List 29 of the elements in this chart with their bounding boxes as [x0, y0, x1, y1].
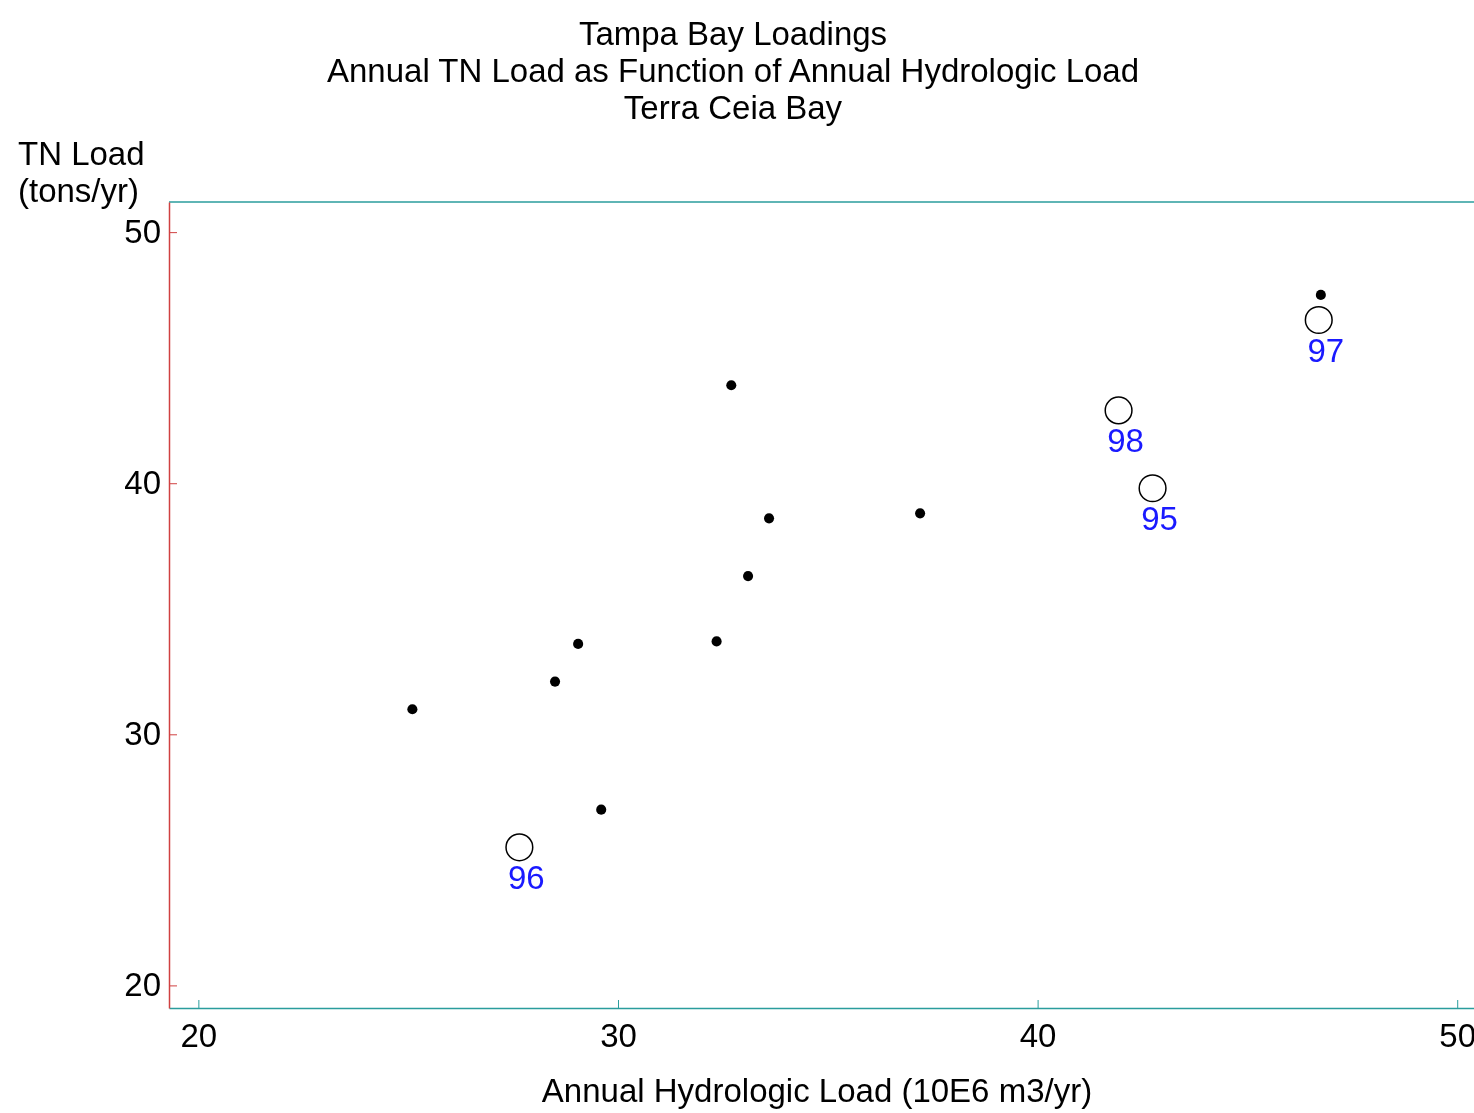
y-tick-label: 50 [124, 213, 161, 251]
point [1315, 289, 1326, 300]
y-tick-label: 20 [124, 966, 161, 1004]
point [1138, 474, 1167, 503]
x-axis-title: Annual Hydrologic Load (10E6 m3/yr) [541, 1072, 1093, 1109]
point [596, 804, 607, 815]
y-axis-title: TN Load (tons/yr) [18, 135, 145, 209]
point [1304, 305, 1333, 335]
point [573, 638, 584, 649]
x-tick-label: 20 [180, 1017, 218, 1055]
annotation: 98 [1107, 422, 1144, 460]
point [764, 513, 775, 524]
chart-subtitle: Annual TN Load as Function of Annual Hydrologic Load Terra Ceia Bay [326, 52, 1140, 126]
point [915, 508, 926, 519]
y-tick-label: 40 [124, 464, 161, 502]
annotation: 96 [508, 859, 545, 897]
annotation: 95 [1141, 500, 1178, 538]
point [743, 571, 754, 582]
x-tick-label: 40 [1019, 1017, 1057, 1055]
chart-title: Tampa Bay Loadings [578, 15, 888, 52]
point [407, 704, 418, 715]
y-tick-label: 30 [124, 715, 161, 753]
point [711, 636, 722, 647]
annotation: 97 [1307, 332, 1345, 370]
point [505, 833, 534, 862]
point [726, 380, 737, 391]
point [1104, 396, 1133, 425]
x-tick-label: 30 [600, 1017, 637, 1055]
point [550, 676, 561, 687]
